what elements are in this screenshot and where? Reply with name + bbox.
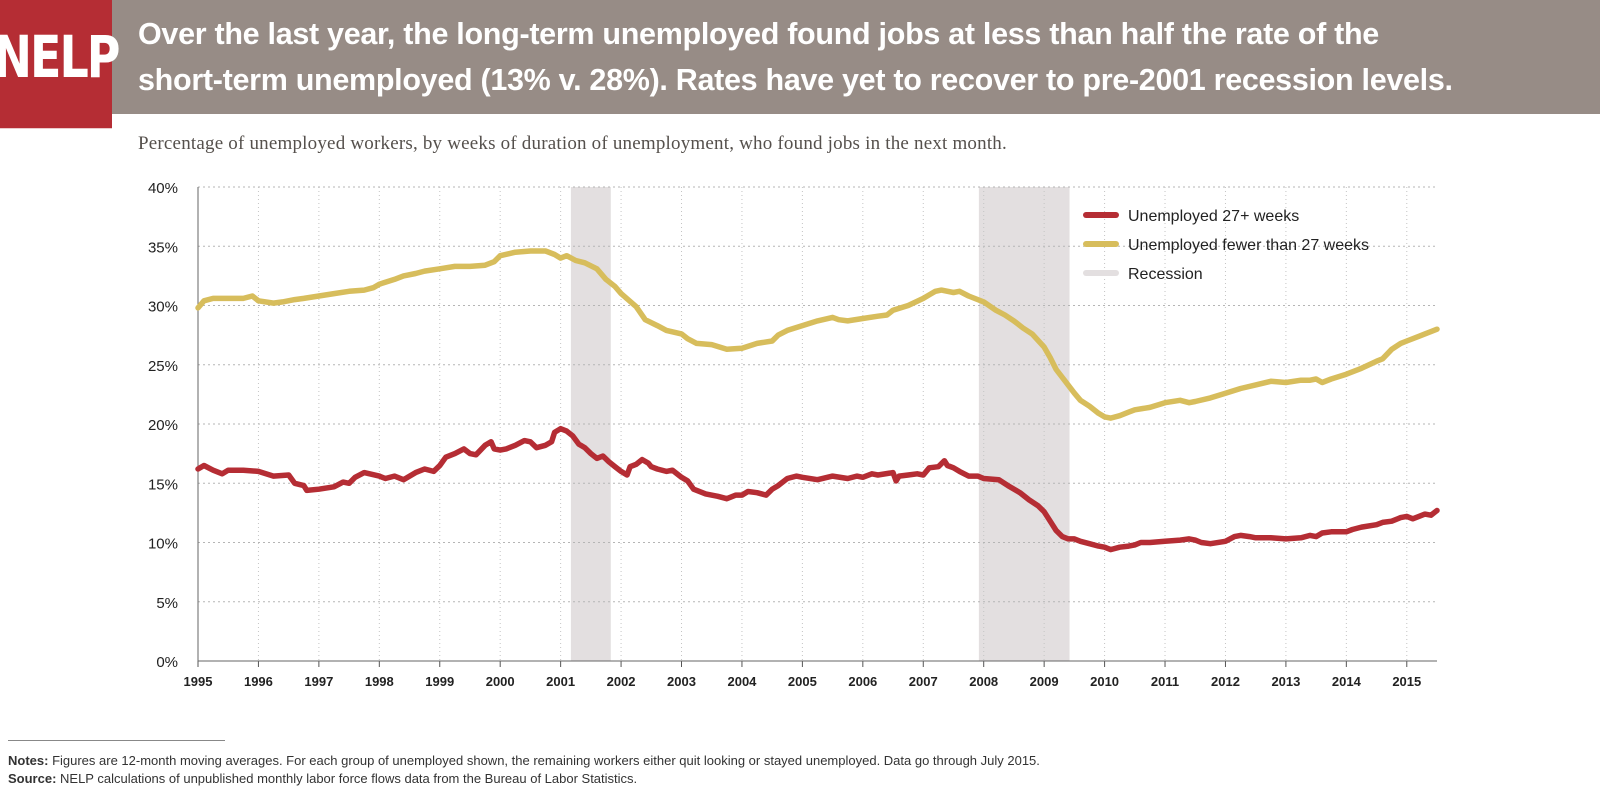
y-tick-label: 35% [148,239,178,256]
source-text: NELP calculations of unpublished monthly… [56,771,638,786]
x-tick-label: 2015 [1392,674,1421,689]
y-tick-label: 0% [156,654,178,671]
notes-divider [8,740,225,741]
y-tick-label: 40% [148,180,178,197]
x-tick-label: 2007 [909,674,938,689]
x-tick-label: 2004 [727,674,757,689]
x-tick-label: 2001 [546,674,575,689]
notes-line: Notes: Figures are 12-month moving avera… [8,752,1040,770]
y-tick-label: 5% [156,595,178,612]
nelp-logo: NELP [0,0,120,129]
chart-headline: Over the last year, the long-term unempl… [138,11,1578,103]
y-tick-label: 15% [148,476,178,493]
x-tick-label: 2003 [667,674,696,689]
y-tick-label: 20% [148,417,178,434]
x-tick-label: 2002 [607,674,636,689]
x-tick-label: 1999 [425,674,454,689]
x-tick-label: 1997 [304,674,333,689]
legend-short-term-label: Unemployed fewer than 27 weeks [1128,237,1369,254]
notes-text: Figures are 12-month moving averages. Fo… [48,753,1040,768]
source-label: Source: [8,771,57,786]
y-tick-label: 30% [148,299,178,316]
x-tick-label: 1998 [365,674,394,689]
chart-subtitle: Percentage of unemployed workers, by wee… [138,133,1007,154]
headline-line-2: short-term unemployed (13% v. 28%). Rate… [138,63,1453,97]
headline-line-1: Over the last year, the long-term unempl… [138,17,1379,51]
legend-long-term-label: Unemployed 27+ weeks [1128,208,1299,225]
source-line: Source: NELP calculations of unpublished… [8,770,1040,788]
y-tick-label: 25% [148,358,178,375]
series-line-short-term [195,248,1440,421]
x-tick-label: 2008 [969,674,998,689]
x-tick-label: 2012 [1211,674,1240,689]
x-tick-label: 1996 [244,674,273,689]
notes-label: Notes: [8,753,49,768]
x-tick-label: 2014 [1332,674,1362,689]
x-tick-label: 2013 [1271,674,1300,689]
line-chart: 0% 5% 10% 15% 20% 25% 30% 35% 40% 1995 1996 1997 199… [148,180,1440,689]
header-banner [0,0,1600,114]
x-tick-label: 2009 [1030,674,1059,689]
x-tick-label: 2005 [788,674,817,689]
notes-block: Notes: Figures are 12-month moving avera… [8,752,1040,788]
legend-recession-label: Recession [1128,266,1203,283]
x-tick-label: 2000 [486,674,515,689]
x-tick-label: 2011 [1151,674,1179,689]
x-tick-label: 2006 [848,674,877,689]
x-tick-label: 1995 [184,674,213,689]
x-tick-label: 2010 [1090,674,1119,689]
series-line-long-term [195,425,1440,553]
y-tick-label: 10% [148,536,178,553]
